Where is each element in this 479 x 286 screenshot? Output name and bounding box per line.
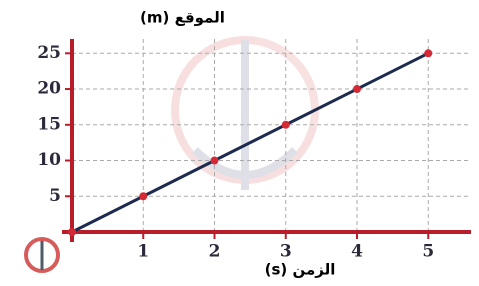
line: [72, 53, 428, 232]
y-tick-label: 5: [49, 186, 61, 206]
point: [424, 49, 432, 57]
point: [68, 228, 76, 236]
x-tick-label: 1: [137, 242, 149, 262]
point: [353, 85, 361, 93]
chart: الموقع (m) الزمن (s) 1 2 3 4 5 5 10 15 20 25: [0, 0, 479, 286]
point: [139, 192, 147, 200]
x-tick-label: 2: [209, 242, 221, 262]
y-tick-label: 25: [37, 43, 61, 63]
y-tick-label: 20: [37, 79, 61, 99]
y-axis-label: الموقع (m): [140, 9, 225, 27]
x-axis-label: الزمن (s): [265, 261, 336, 279]
watermark: [175, 40, 315, 190]
x-tick-label: 3: [280, 242, 292, 262]
x-tick-label: 5: [422, 242, 434, 262]
point: [211, 157, 219, 165]
y-tick-label: 15: [37, 114, 61, 134]
logo: [26, 239, 58, 271]
point: [282, 121, 290, 129]
y-tick-label: 10: [37, 150, 61, 170]
x-tick-label: 4: [351, 242, 363, 262]
